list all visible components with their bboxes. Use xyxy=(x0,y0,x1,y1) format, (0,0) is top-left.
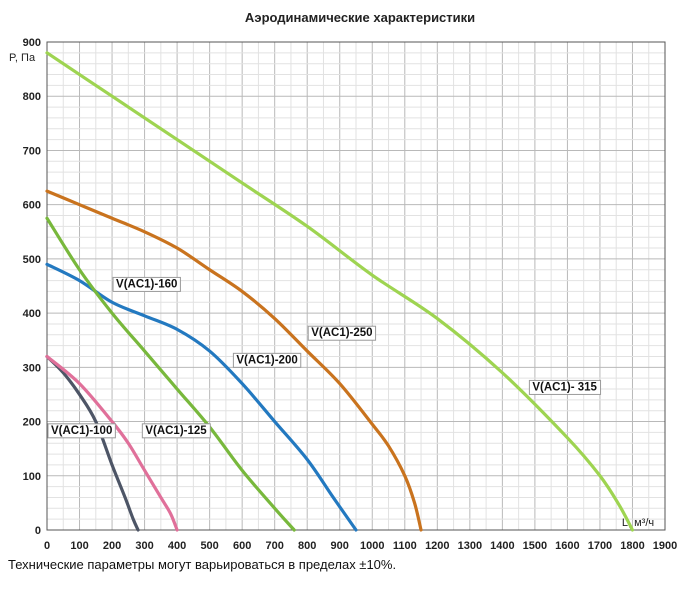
x-tick-label: 1400 xyxy=(490,540,514,552)
x-tick-label: 300 xyxy=(135,540,153,552)
series-label-text: V(AC1)-125 xyxy=(145,425,207,437)
y-tick-label: 0 xyxy=(35,525,41,537)
series-lines xyxy=(45,51,635,532)
footnote: Технические параметры могут варьироватьс… xyxy=(8,557,397,572)
x-tick-label: 900 xyxy=(331,540,349,552)
y-tick-label: 700 xyxy=(23,145,41,157)
series-line-1 xyxy=(45,354,140,532)
x-tick-label: 1700 xyxy=(588,540,612,552)
series-line-5 xyxy=(45,189,423,532)
y-tick-label: 100 xyxy=(23,471,41,483)
y-tick-label: 800 xyxy=(23,91,41,103)
y-tick-label: 400 xyxy=(23,308,41,320)
series-line-3 xyxy=(45,262,358,532)
x-tick-label: 1500 xyxy=(523,540,547,552)
x-tick-label: 0 xyxy=(44,540,50,552)
series-label-5: V(AC1)-250 xyxy=(307,325,377,341)
series-label-6: V(AC1)- 315 xyxy=(528,379,602,395)
x-tick-label: 200 xyxy=(103,540,121,552)
series-labels: V(AC1)-100 V(AC1)-125 V(AC1)-160 V(AC1)-200… xyxy=(47,276,602,439)
series-label-box xyxy=(528,379,602,395)
series-label-2: V(AC1)-125 xyxy=(141,423,211,439)
x-tick-label: 400 xyxy=(168,540,186,552)
y-tick-label: 500 xyxy=(23,254,41,266)
x-tick-label: 1100 xyxy=(393,540,417,552)
x-tick-label: 800 xyxy=(298,540,316,552)
x-tick-label: 1900 xyxy=(653,540,677,552)
chart: Аэродинамические характеристики 0 100 200 3… xyxy=(9,10,677,552)
y-axis-label: P, Па xyxy=(9,52,36,64)
series-label-box xyxy=(141,423,211,439)
series-label-1: V(AC1)-100 xyxy=(47,423,116,439)
x-tick-labels: 0 100 200 300 400 500 600 700 800 900 1000 1100 1200… xyxy=(44,540,677,552)
series-label-text: V(AC1)- 315 xyxy=(532,381,597,393)
x-tick-label: 1600 xyxy=(555,540,579,552)
series-label-text: V(AC1)-100 xyxy=(51,425,112,437)
series-label-text: V(AC1)-160 xyxy=(116,278,177,290)
series-label-box xyxy=(112,276,181,292)
x-tick-label: 500 xyxy=(200,540,218,552)
y-tick-label: 200 xyxy=(23,417,41,429)
x-tick-label: 600 xyxy=(233,540,251,552)
x-tick-label: 700 xyxy=(266,540,284,552)
series-label-box xyxy=(232,352,302,368)
series-label-box xyxy=(47,423,116,439)
y-tick-label: 600 xyxy=(23,200,41,212)
series-line-2 xyxy=(45,354,179,532)
x-tick-label: 1800 xyxy=(620,540,644,552)
x-tick-label: 1300 xyxy=(458,540,482,552)
series-label-4: V(AC1)-200 xyxy=(232,352,302,368)
series-line-4 xyxy=(45,216,296,532)
chart-title: Аэродинамические характеристики xyxy=(245,10,475,25)
x-tick-label: 1200 xyxy=(425,540,449,552)
series-label-text: V(AC1)-250 xyxy=(311,327,372,339)
x-tick-label: 100 xyxy=(70,540,88,552)
y-tick-label: 300 xyxy=(23,362,41,374)
y-tick-labels: 0 100 200 300 400 500 600 700 800 900 xyxy=(23,37,41,537)
series-label-box xyxy=(307,325,377,341)
y-tick-label: 900 xyxy=(23,37,41,49)
series-label-3: V(AC1)-160 xyxy=(112,276,181,292)
series-line-6 xyxy=(45,51,635,532)
series-label-text: V(AC1)-200 xyxy=(236,354,297,366)
x-tick-label: 1000 xyxy=(360,540,384,552)
